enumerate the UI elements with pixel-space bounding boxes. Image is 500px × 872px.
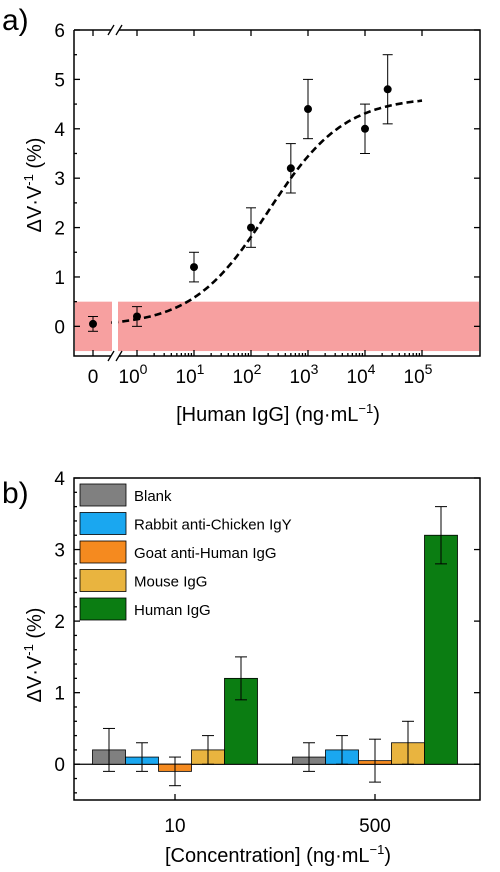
legend-label: Human IgG [134, 602, 211, 619]
y-tick-label-a: 6 [54, 21, 65, 42]
data-point [361, 124, 369, 133]
axis-break-mark [107, 350, 115, 362]
legend-label: Rabbit anti-Chicken IgY [134, 517, 292, 534]
y-tick-label-a: 2 [54, 219, 65, 240]
data-point [383, 85, 392, 94]
y-tick-label-a: 0 [54, 317, 65, 338]
legend-swatch [79, 569, 127, 592]
y-tick-label-a: 4 [54, 120, 65, 141]
data-point [247, 223, 255, 232]
legend-label: Mouse IgG [134, 574, 207, 591]
fit-curve [111, 99, 423, 324]
noise-band [75, 301, 479, 352]
legend-swatch [79, 512, 127, 535]
x-axis-title-a: [Human IgG] (ng·mL−1) [176, 401, 380, 426]
legend-swatch [79, 483, 127, 507]
x-tick-label-a: 104 [347, 361, 376, 388]
x-tick-label-b: 10 [164, 816, 185, 837]
x-axis-title-b: [Concentration] (ng·mL−1) [165, 842, 391, 867]
x-tick-label-b: 500 [359, 816, 391, 837]
panel-a-scatter-chart: a) 0 1 2 3 4 5 6 0 100 101 102 103 104 105 ΔV·V-1 (%)… [2, 4, 481, 426]
legend-label: Goat anti-Human IgG [134, 545, 277, 562]
panel-a-label: a) [2, 4, 29, 37]
y-tick-label-a: 1 [54, 268, 65, 289]
y-axis-title-b: ΔV·V-1 (%) [21, 608, 46, 703]
panel-b-bar-chart: b) 0 1 2 3 4 10 500 Blank Rabbit anti-Chicken I… [2, 469, 481, 867]
y-axis-title-a: ΔV·V-1 (%) [21, 138, 46, 233]
x-tick-label-a: 103 [290, 361, 319, 388]
data-point [89, 319, 97, 328]
axis-break-mark [107, 24, 115, 36]
x-tick-label-a: 105 [404, 361, 433, 388]
y-tick-label-a: 5 [54, 70, 65, 91]
y-tick-label-b: 4 [54, 469, 65, 490]
x-tick-label-a: 100 [119, 361, 148, 388]
panel-b-label: b) [2, 477, 29, 510]
y-tick-label-b: 2 [54, 612, 65, 633]
legend-swatch [79, 597, 127, 621]
axis-frame-b [73, 477, 481, 801]
data-point [304, 105, 312, 114]
legend: Blank Rabbit anti-Chicken IgY Goat anti-Hu… [79, 483, 292, 621]
x-tick-label-a: 0 [88, 367, 99, 388]
axis-break-mark [115, 350, 123, 362]
axis-frame-left-bottom [73, 30, 111, 357]
x-tick-label-a: 101 [176, 361, 205, 388]
axis-break-mark [115, 24, 123, 36]
y-tick-label-a: 3 [54, 169, 65, 190]
bar [424, 534, 458, 765]
axis-break-gap [112, 300, 118, 353]
data-point [286, 164, 295, 173]
legend-swatch [79, 540, 127, 564]
legend-label: Blank [134, 488, 172, 505]
x-tick-label-a: 102 [233, 361, 262, 388]
y-tick-label-b: 1 [54, 684, 65, 705]
data-point [133, 312, 141, 321]
y-tick-label-b: 3 [54, 541, 65, 562]
data-point [190, 263, 198, 272]
y-tick-label-b: 0 [54, 755, 65, 776]
